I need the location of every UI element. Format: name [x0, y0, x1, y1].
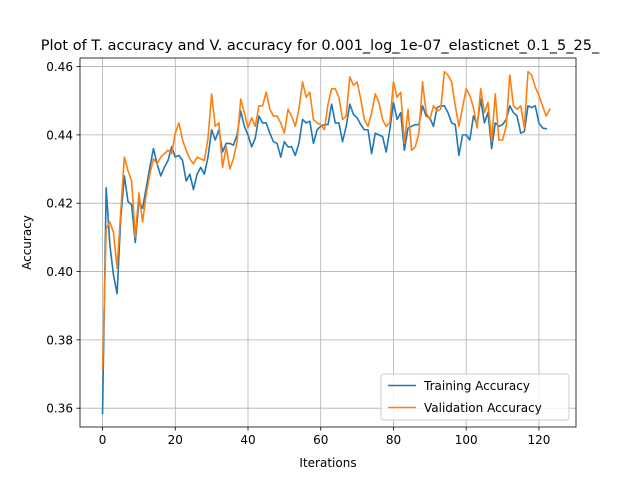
- chart-title: Plot of T. accuracy and V. accuracy for …: [41, 38, 600, 54]
- x-tick-label: 80: [386, 433, 401, 447]
- series-lines: [101, 70, 551, 415]
- grid: [80, 58, 576, 427]
- y-tick-label: 0.46: [46, 60, 73, 74]
- ticks: 0 20 40 60 80 100 120 0.36 0.38 0.40 0.42 0.44 0.46: [46, 60, 550, 447]
- legend-label-training: Training Accuracy: [423, 379, 530, 393]
- x-tick-label: 120: [527, 433, 550, 447]
- y-tick-label: 0.38: [46, 333, 73, 347]
- y-tick-label: 0.42: [46, 197, 73, 211]
- x-axis-label: Iterations: [299, 456, 356, 470]
- x-tick-label: 0: [99, 433, 107, 447]
- x-tick-label: 40: [240, 433, 255, 447]
- x-tick-label: 20: [168, 433, 183, 447]
- y-tick-label: 0.36: [46, 402, 73, 416]
- x-tick-label: 60: [313, 433, 328, 447]
- legend-box: [380, 373, 570, 421]
- legend: Training Accuracy Validation Accuracy: [380, 373, 570, 421]
- y-tick-label: 0.44: [46, 128, 73, 142]
- plot-frame: [79, 57, 577, 428]
- legend-label-validation: Validation Accuracy: [424, 401, 542, 415]
- y-tick-label: 0.40: [46, 265, 73, 279]
- x-tick-label: 100: [455, 433, 478, 447]
- y-axis-label: Accuracy: [20, 215, 34, 270]
- validation-accuracy-line: [101, 70, 551, 370]
